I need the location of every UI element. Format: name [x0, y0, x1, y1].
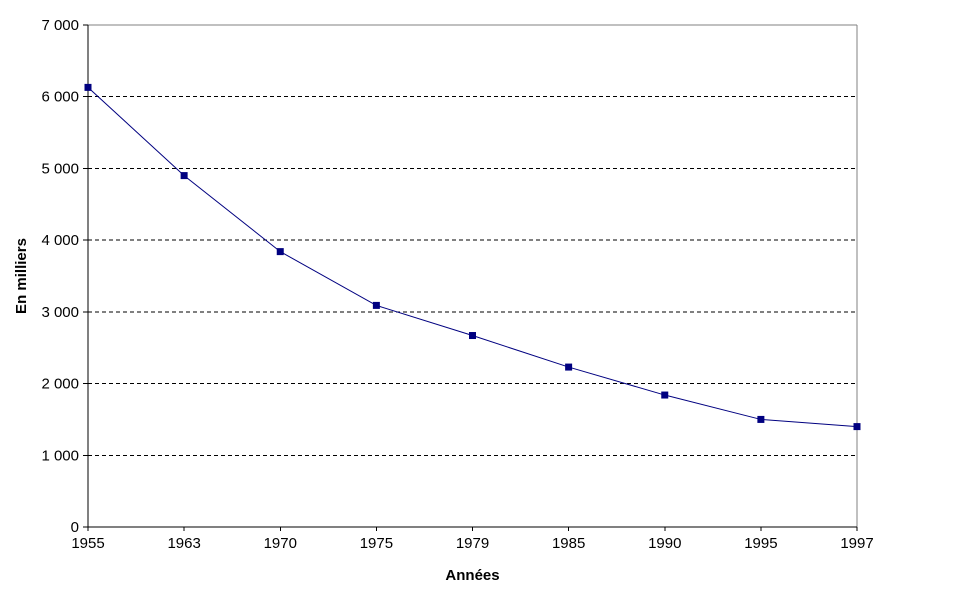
data-point-marker: [853, 423, 861, 431]
data-point-marker: [469, 332, 476, 340]
y-tick-label: 0: [71, 519, 79, 536]
x-tick-label: 1995: [744, 535, 777, 552]
data-point-marker: [372, 301, 380, 309]
x-tick-label: 1985: [552, 535, 585, 552]
data-point-marker: [84, 83, 92, 91]
x-tick-label: 1975: [360, 535, 393, 552]
data-point-marker: [757, 415, 765, 423]
y-tick-label: 5 000: [41, 160, 79, 177]
y-tick-label: 7 000: [41, 17, 79, 34]
y-tick-label: 3 000: [41, 304, 79, 321]
y-axis-title: En milliers: [13, 238, 30, 314]
data-point-marker: [661, 391, 669, 399]
data-point-marker: [180, 172, 188, 180]
data-point-marker: [276, 248, 284, 256]
y-tick-label: 2 000: [41, 376, 79, 393]
x-tick-label: 1963: [167, 535, 200, 552]
y-tick-label: 4 000: [41, 232, 79, 249]
x-axis-title: Années: [445, 567, 499, 584]
y-tick-label: 1 000: [41, 447, 79, 464]
x-tick-label: 1979: [456, 535, 489, 552]
x-tick-label: 1955: [71, 535, 104, 552]
x-tick-label: 1990: [648, 535, 681, 552]
data-point-marker: [565, 363, 573, 371]
y-tick-label: 6 000: [41, 89, 79, 106]
x-tick-label: 1970: [264, 535, 297, 552]
x-tick-label: 1997: [840, 535, 873, 552]
